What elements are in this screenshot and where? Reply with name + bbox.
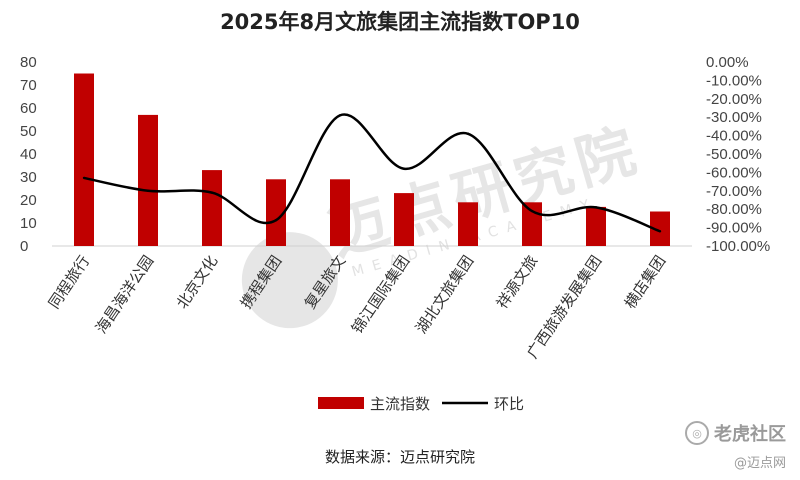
bar — [138, 114, 158, 247]
left-tick-label: 40 — [20, 146, 37, 163]
left-tick-label: 10 — [20, 215, 37, 232]
bar — [202, 170, 222, 246]
right-tick-label: -20.00% — [706, 91, 762, 108]
line-point — [594, 206, 598, 209]
source-text: 数据来源：迈点研究院 — [324, 448, 475, 466]
left-tick-label: 50 — [20, 123, 37, 140]
line-point — [274, 219, 278, 222]
category-label: 北京文化 — [173, 252, 221, 312]
right-tick-label: -60.00% — [706, 164, 762, 181]
left-tick-label: 80 — [20, 54, 37, 71]
bar — [586, 206, 606, 246]
bar — [650, 211, 670, 246]
right-tick-label: -40.00% — [706, 128, 762, 145]
legend-bar-label: 主流指数 — [370, 395, 430, 413]
bar — [458, 202, 478, 246]
line-series-path — [83, 113, 661, 233]
right-tick-label: -80.00% — [706, 201, 762, 218]
bar — [74, 73, 94, 246]
bar — [522, 202, 542, 246]
category-label: 同程旅行 — [45, 252, 93, 312]
right-tick-label: -90.00% — [706, 220, 762, 237]
category-label: 携程集团 — [237, 252, 285, 312]
line-point — [210, 191, 214, 194]
chart-title: 2025年8月文旅集团主流指数TOP10 — [220, 10, 580, 34]
bar — [394, 193, 414, 246]
left-tick-label: 30 — [20, 169, 37, 186]
corner-brand-name: 老虎社区 — [714, 424, 786, 445]
corner-brand: ◎ 老虎社区 — [685, 420, 786, 446]
right-tick-label: -100.00% — [706, 238, 770, 255]
line-point — [146, 189, 150, 192]
bar — [330, 179, 350, 246]
legend-bar-swatch — [318, 397, 364, 409]
line-point — [338, 114, 342, 117]
left-tick-label: 60 — [20, 100, 37, 117]
line-point — [402, 167, 406, 170]
line-point — [466, 132, 470, 135]
right-tick-label: -30.00% — [706, 109, 762, 126]
left-tick-label: 20 — [20, 192, 37, 209]
bar — [266, 179, 286, 246]
line-point — [658, 230, 662, 233]
line-point — [82, 176, 86, 180]
category-label: 湖北文旅集团 — [412, 252, 477, 337]
line-point — [530, 209, 534, 213]
category-label: 复星旅文 — [301, 252, 349, 312]
category-label: 海昌海洋公园 — [92, 252, 157, 337]
corner-brand-sub: @迈点网 — [733, 456, 786, 471]
tiger-logo-icon: ◎ — [685, 421, 709, 445]
legend-line-label: 环比 — [494, 395, 524, 413]
category-label: 祥源文旅 — [493, 252, 541, 312]
right-tick-label: -10.00% — [706, 72, 762, 89]
category-label: 横店集团 — [621, 252, 669, 312]
right-tick-label: 0.00% — [706, 54, 749, 71]
left-tick-label: 0 — [20, 238, 28, 255]
left-tick-label: 70 — [20, 77, 37, 94]
right-tick-label: -70.00% — [706, 183, 762, 200]
category-label: 锦江国际集团 — [348, 252, 413, 337]
right-tick-label: -50.00% — [706, 146, 762, 163]
